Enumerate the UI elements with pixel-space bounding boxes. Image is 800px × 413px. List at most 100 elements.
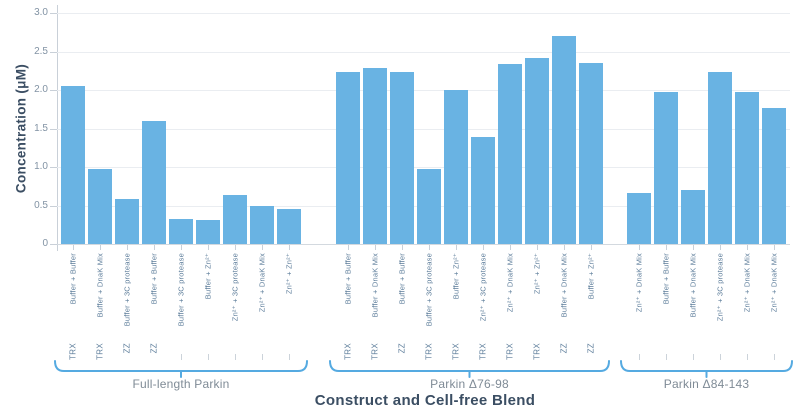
x-tick-mark <box>235 245 236 250</box>
y-tick-mark <box>50 205 57 207</box>
blend-label: TRX <box>505 343 515 360</box>
category-label: Buffer + Buffer <box>149 253 159 305</box>
bar <box>525 58 549 244</box>
bar-group <box>336 13 603 244</box>
x-tick-row <box>627 245 786 250</box>
x-tick-cell <box>708 245 732 250</box>
category-label-row: Buffer + Buffer Buffer + DnaK Mix Buffer +… <box>61 251 301 339</box>
blend-cell <box>735 341 759 363</box>
x-tick-row <box>61 245 301 250</box>
group-label: Parkin Δ76-98 <box>430 377 509 391</box>
y-tick-label: 2.5 <box>34 45 48 57</box>
bar <box>579 63 603 244</box>
y-tick-mark <box>50 51 57 53</box>
x-tick-mark <box>456 245 457 250</box>
blend-label-row <box>627 341 786 363</box>
blend-label: TRX <box>343 343 353 360</box>
x-tick-mark <box>720 245 721 250</box>
group-bracket <box>620 360 793 380</box>
group-bracket-svg <box>329 360 610 378</box>
bar <box>390 71 414 244</box>
x-tick-cell <box>390 245 414 250</box>
gridline <box>57 90 790 91</box>
category-label: Buffer + DnaK Mix <box>688 253 698 318</box>
bar <box>142 120 166 244</box>
blend-tick-mark <box>208 354 209 360</box>
bar <box>336 71 360 244</box>
group-bracket-svg <box>54 360 308 378</box>
x-tick-mark <box>73 245 74 250</box>
blend-cell <box>681 341 705 363</box>
category-label-row: Buffer + Buffer Buffer + DnaK Mix Buffer +… <box>336 251 603 339</box>
x-tick-mark <box>181 245 182 250</box>
x-tick-mark <box>262 245 263 250</box>
category-label: Buffer + DnaK Mix <box>370 253 380 318</box>
category-label-cell: Buffer + Zn²⁺ <box>579 251 603 339</box>
y-tick-label: 1.0 <box>34 161 48 172</box>
blend-label: TRX <box>370 343 380 360</box>
x-axis-title: Construct and Cell-free Blend <box>314 392 536 409</box>
x-tick-row <box>336 245 603 250</box>
bar-group <box>627 13 786 244</box>
blend-label: TRX <box>451 343 461 360</box>
category-label-cell: Buffer + Buffer <box>336 251 360 339</box>
x-tick-mark <box>537 245 538 250</box>
x-tick-cell <box>552 245 576 250</box>
category-label-cell: Zn²⁺ + 3C protease <box>708 251 732 339</box>
category-label: Zn²⁺ + DnaK Mix <box>742 253 752 313</box>
bar <box>735 92 759 244</box>
category-label: Buffer + 3C protease <box>122 253 132 327</box>
category-label-cell: Buffer + 3C protease <box>115 251 139 339</box>
y-tick-label: 0.5 <box>34 199 48 211</box>
category-label-cell: Zn²⁺ + DnaK Mix <box>498 251 522 339</box>
blend-label: TRX <box>68 343 78 360</box>
bar <box>498 63 522 244</box>
gridline <box>57 13 790 14</box>
category-label-cell: Buffer + Zn²⁺ <box>196 251 220 339</box>
bar-group <box>61 13 301 244</box>
category-label-cell: Zn²⁺ + 3C protease <box>223 251 247 339</box>
x-tick-cell <box>654 245 678 250</box>
x-axis-line <box>57 244 790 245</box>
blend-tick-mark <box>181 354 182 360</box>
x-tick-mark <box>127 245 128 250</box>
category-label-cell: Zn²⁺ + DnaK Mix <box>735 251 759 339</box>
category-label-cell: Buffer + Buffer <box>61 251 85 339</box>
blend-tick-mark <box>235 354 236 360</box>
bar <box>654 92 678 244</box>
blend-label: TRX <box>478 343 488 360</box>
category-label-cell: Buffer + Buffer <box>390 251 414 339</box>
category-label: Zn²⁺ + 3C protease <box>478 253 488 322</box>
blend-cell <box>708 341 732 363</box>
x-tick-mark <box>348 245 349 250</box>
blend-cell <box>277 341 301 363</box>
blend-label: TRX <box>532 343 542 360</box>
group-bracket-svg <box>620 360 793 378</box>
x-tick-mark <box>289 245 290 250</box>
x-tick-mark <box>375 245 376 250</box>
x-tick-cell <box>579 245 603 250</box>
blend-tick-mark <box>747 354 748 360</box>
bar <box>552 36 576 244</box>
category-label: Buffer + Buffer <box>343 253 353 305</box>
x-tick-cell <box>88 245 112 250</box>
bar <box>444 90 468 244</box>
bar <box>169 218 193 244</box>
bar <box>762 107 786 244</box>
bar <box>250 205 274 244</box>
bar <box>277 209 301 244</box>
y-tick-label: 3.0 <box>34 7 48 18</box>
gridline <box>57 51 790 53</box>
category-label-cell: Zn²⁺ + Zn²⁺ <box>525 251 549 339</box>
x-tick-cell <box>735 245 759 250</box>
category-label: Zn²⁺ + 3C protease <box>230 253 240 322</box>
x-tick-cell <box>627 245 651 250</box>
x-tick-cell <box>363 245 387 250</box>
category-label: Buffer + DnaK Mix <box>95 253 105 318</box>
y-axis-line <box>57 5 58 251</box>
x-tick-mark <box>693 245 694 250</box>
blend-tick-mark <box>693 354 694 360</box>
x-tick-cell <box>471 245 495 250</box>
x-tick-mark <box>100 245 101 250</box>
y-tick-mark <box>50 244 57 245</box>
